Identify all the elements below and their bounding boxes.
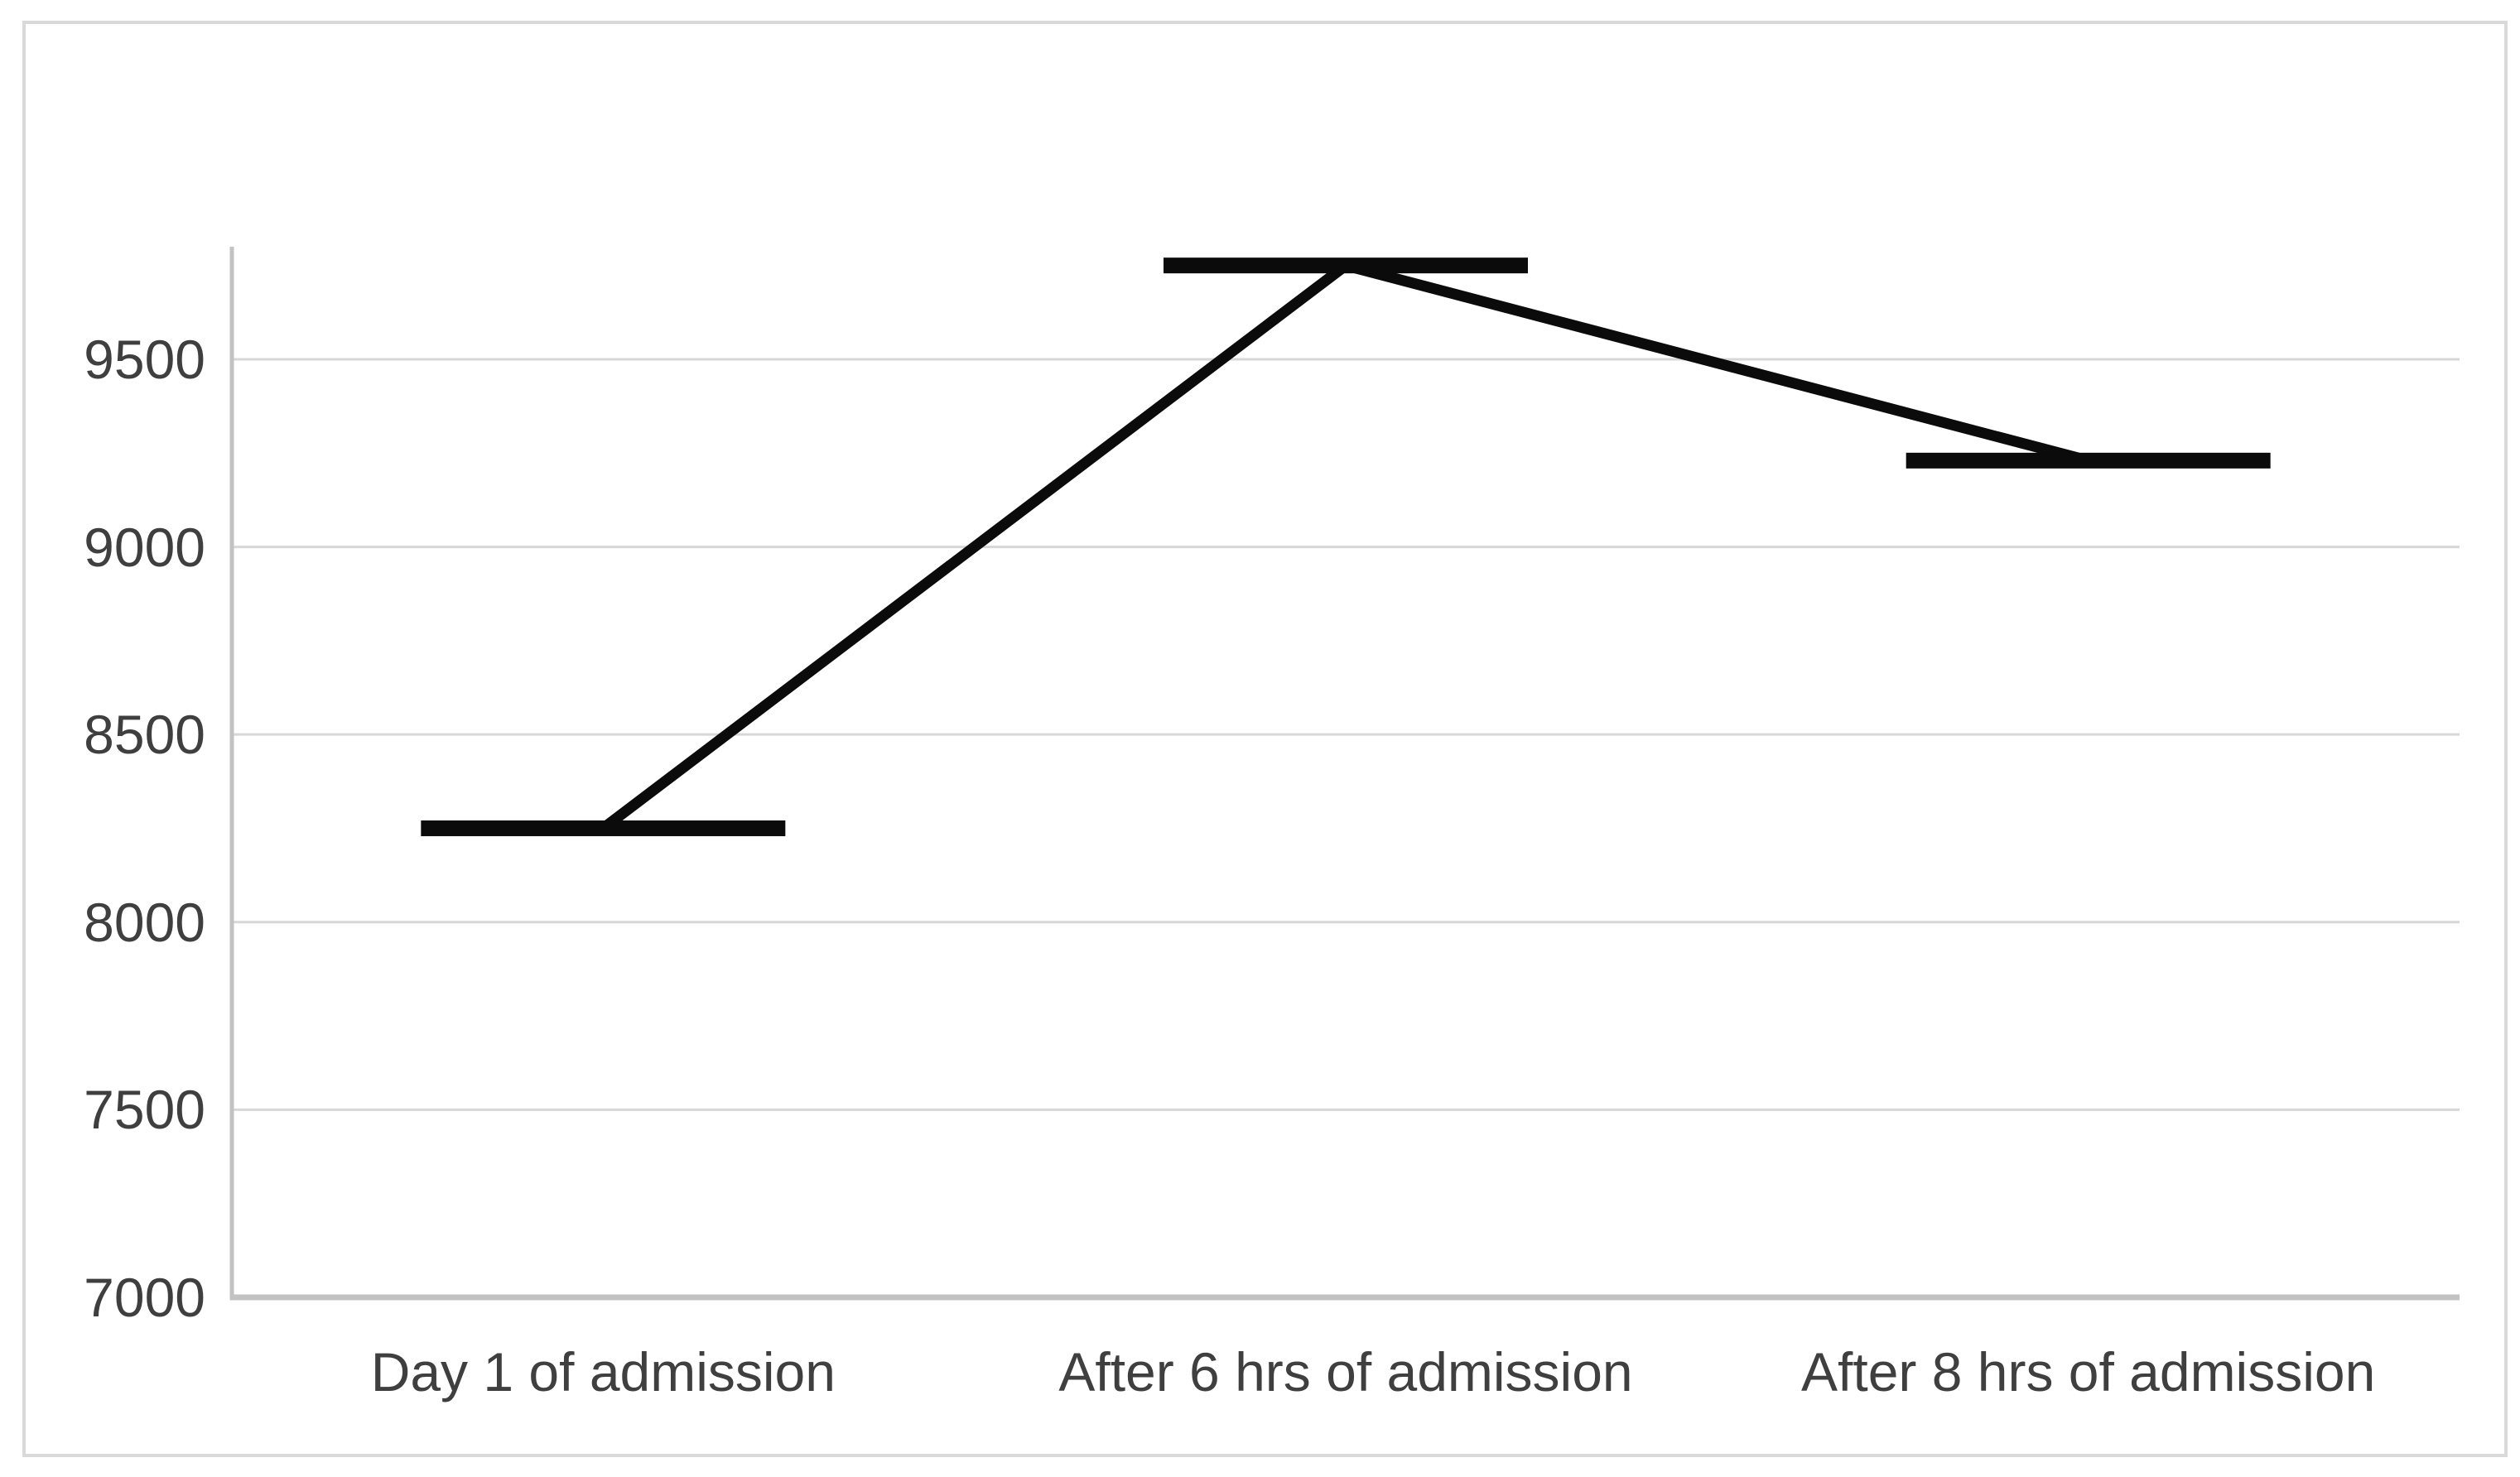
y-tick-label-8500: 8500	[84, 704, 205, 766]
y-tick-label-7000: 7000	[84, 1267, 205, 1328]
x-category-label-2: After 8 hrs of admission	[1801, 1341, 2376, 1402]
data-point-marker-0	[421, 820, 786, 836]
x-category-label-1: After 6 hrs of admission	[1058, 1341, 1633, 1402]
y-tick-label-9500: 9500	[84, 328, 205, 390]
y-tick-label-8000: 8000	[84, 891, 205, 953]
y-tick-label-7500: 7500	[84, 1079, 205, 1141]
x-category-label-0: Day 1 of admission	[370, 1341, 836, 1402]
y-tick-label-9000: 9000	[84, 516, 205, 578]
data-point-marker-1	[1164, 257, 1528, 274]
data-point-marker-2	[1906, 452, 2271, 469]
